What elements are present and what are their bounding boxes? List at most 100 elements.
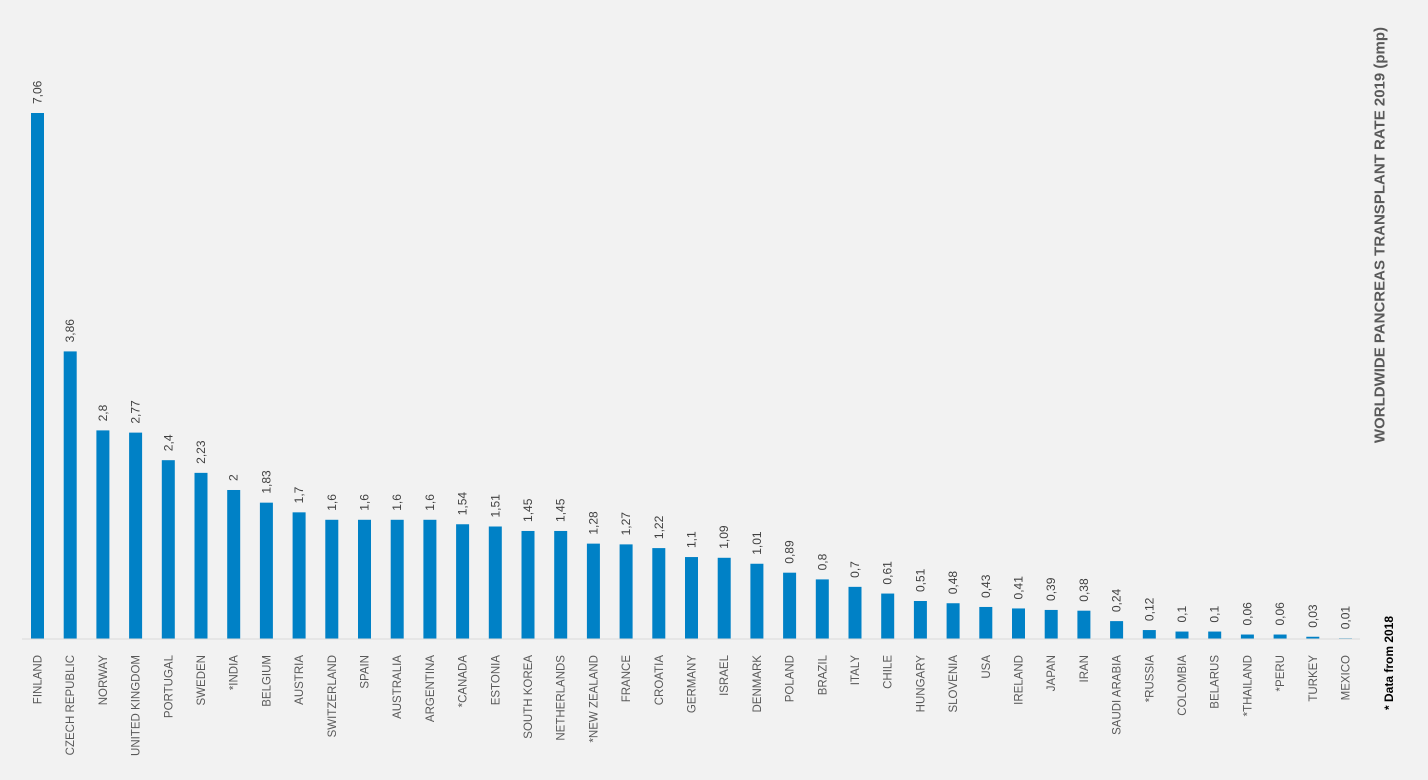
bar-sweden	[194, 472, 208, 639]
bar-brazil	[815, 579, 829, 639]
bar-israel	[717, 557, 731, 639]
category-label-united-kingdom: UNITED KINGDOM	[131, 655, 143, 756]
category-label-iran: IRAN	[1079, 655, 1091, 682]
value-label-austria: 1,7	[292, 486, 306, 503]
value-label-usa: 0,43	[979, 574, 993, 598]
bar-czech-republic	[63, 351, 77, 639]
category-label-saudi-arabia: SAUDI ARABIA	[1112, 655, 1124, 735]
bar-hungary	[913, 601, 927, 639]
bar-norway	[96, 430, 110, 639]
value-label-belgium: 1,83	[259, 470, 273, 494]
value-label-israel: 1,09	[717, 525, 731, 549]
category-label-germany: GERMANY	[687, 655, 699, 713]
chart-title: WORLDWIDE PANCREAS TRANSPLANT RATE 2019 …	[1371, 26, 1389, 444]
value-label-colombia: 0,1	[1175, 606, 1189, 623]
value-label-saudi-arabia: 0,24	[1110, 588, 1124, 612]
value-label-denmark: 1,01	[750, 531, 764, 555]
category-label-usa: USA	[981, 655, 993, 679]
bar-finland	[31, 113, 44, 639]
category-label-australia: AUSTRALIA	[392, 655, 404, 719]
value-label-estonia: 1,51	[488, 494, 502, 518]
value-label-germany: 1,1	[685, 531, 699, 548]
bar-iran	[1077, 610, 1091, 639]
bar-spain	[358, 519, 371, 639]
bar-germany	[685, 557, 698, 639]
category-label-norway: NORWAY	[98, 655, 110, 706]
bar-estonia	[488, 526, 502, 639]
value-label-italy: 0,7	[848, 561, 862, 578]
category-label-israel: ISRAEL	[719, 654, 731, 696]
category-label-denmark: DENMARK	[752, 655, 764, 713]
category-label-spain: SPAIN	[360, 655, 372, 689]
category-label-poland: POLAND	[785, 655, 797, 702]
value-label-canada: 1,54	[456, 492, 470, 516]
bar-netherlands	[554, 530, 568, 639]
footnote: * Data from 2018	[1382, 615, 1396, 711]
category-label-india: *INDIA	[229, 655, 241, 690]
category-label-ireland: IRELAND	[1014, 655, 1026, 705]
category-label-belgium: BELGIUM	[261, 655, 273, 707]
bar-colombia	[1175, 631, 1189, 639]
category-label-finland: FINLAND	[33, 655, 45, 704]
bar-australia	[390, 519, 404, 639]
value-label-new-zealand: 1,28	[586, 511, 600, 535]
bar-switzerland	[325, 519, 339, 639]
bar-canada	[456, 524, 470, 639]
value-label-japan: 0,39	[1044, 577, 1058, 601]
category-label-new-zealand: *NEW ZEALAND	[588, 655, 600, 743]
category-label-colombia: COLOMBIA	[1177, 655, 1189, 716]
bar-japan	[1044, 609, 1058, 639]
bar-india	[227, 489, 241, 639]
category-label-netherlands: NETHERLANDS	[556, 655, 568, 741]
value-label-iran: 0,38	[1077, 578, 1091, 602]
value-label-norway: 2,8	[96, 404, 110, 421]
bar-turkey	[1306, 636, 1320, 639]
value-label-south-korea: 1,45	[521, 498, 535, 522]
category-label-croatia: CROATIA	[654, 655, 666, 706]
value-label-netherlands: 1,45	[554, 498, 568, 522]
value-label-finland: 7,06	[31, 80, 45, 104]
value-label-portugal: 2,4	[161, 434, 175, 451]
bars	[31, 113, 1352, 639]
bar-south-korea	[521, 530, 535, 639]
category-label-sweden: SWEDEN	[196, 655, 208, 705]
category-label-portugal: PORTUGAL	[163, 654, 175, 718]
category-label-switzerland: SWITZERLAND	[327, 655, 339, 737]
bar-peru	[1273, 634, 1287, 639]
bar-russia	[1142, 630, 1156, 639]
value-label-chile: 0,61	[881, 561, 895, 585]
bar-denmark	[750, 563, 764, 639]
bar-italy	[848, 586, 862, 639]
value-label-united-kingdom: 2,77	[129, 400, 143, 424]
bar-united-kingdom	[129, 432, 143, 639]
value-label-mexico: 0,01	[1339, 606, 1353, 630]
value-label-brazil: 0,8	[815, 553, 829, 570]
value-label-australia: 1,6	[390, 494, 404, 511]
chart: 7,06 3,86 2,8 2,77 2,4 2,23 2 1,83 1,7 1,6 1,6 1,6 1…	[22, 80, 1360, 756]
bar-chart: 7,06 3,86 2,8 2,77 2,4 2,23 2 1,83 1,7 1,6 1,6 1,6 1…	[22, 80, 1360, 756]
bar-slovenia	[946, 603, 960, 639]
value-label-poland: 0,89	[783, 540, 797, 564]
bar-austria	[292, 512, 306, 639]
value-label-spain: 1,6	[358, 494, 372, 511]
bar-argentina	[423, 519, 437, 639]
category-label-italy: ITALY	[850, 655, 862, 686]
category-label-brazil: BRAZIL	[817, 654, 829, 695]
bar-ireland	[1012, 608, 1025, 639]
value-label-croatia: 1,22	[652, 515, 666, 539]
category-label-south-korea: SOUTH KOREA	[523, 655, 535, 739]
category-label-peru: *PERU	[1275, 655, 1287, 691]
category-labels: FINLAND CZECH REPUBLIC NORWAY UNITED KINGDO…	[33, 654, 1353, 756]
value-label-switzerland: 1,6	[325, 494, 339, 511]
bar-france	[619, 544, 633, 639]
category-label-estonia: ESTONIA	[490, 655, 502, 706]
value-label-slovenia: 0,48	[946, 571, 960, 595]
category-label-thailand: *THAILAND	[1242, 655, 1254, 716]
bar-croatia	[652, 548, 666, 639]
value-label-hungary: 0,51	[913, 568, 927, 592]
bar-belgium	[259, 502, 273, 639]
category-label-belarus: BELARUS	[1210, 655, 1222, 709]
value-label-thailand: 0,06	[1240, 602, 1254, 626]
bar-poland	[783, 572, 797, 639]
bar-thailand	[1240, 634, 1254, 639]
